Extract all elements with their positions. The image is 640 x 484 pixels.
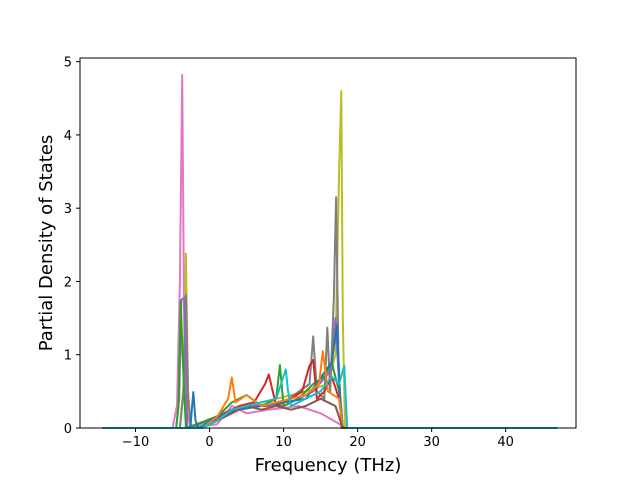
y-tick-label: 1 [64, 349, 72, 364]
x-axis-label: Frequency (THz) [255, 455, 402, 476]
axes-frame [79, 57, 577, 429]
y-tick-label: 0 [64, 422, 72, 437]
pdos-series-line-10 [102, 364, 558, 429]
x-tick-label: 40 [497, 435, 514, 450]
y-axis-ticks: 0 1 2 3 4 5 [64, 56, 80, 437]
series-layer [102, 73, 558, 429]
x-tick-label: −10 [122, 435, 149, 450]
x-tick-label: 30 [423, 435, 440, 450]
y-tick-label: 3 [64, 202, 72, 217]
x-axis-ticks: −10 0 10 20 30 40 [122, 428, 514, 450]
pdos-series-line-8 [102, 350, 558, 429]
x-tick-label: 20 [349, 435, 366, 450]
pdos-series-line-3 [102, 196, 558, 429]
x-tick-label: 0 [205, 435, 213, 450]
y-tick-label: 4 [64, 129, 72, 144]
x-tick-label: 10 [275, 435, 292, 450]
pdos-series-line-6 [102, 358, 558, 429]
y-tick-label: 2 [64, 275, 72, 290]
y-axis-label: Partial Density of States [36, 135, 57, 352]
y-tick-label: 5 [64, 56, 72, 71]
